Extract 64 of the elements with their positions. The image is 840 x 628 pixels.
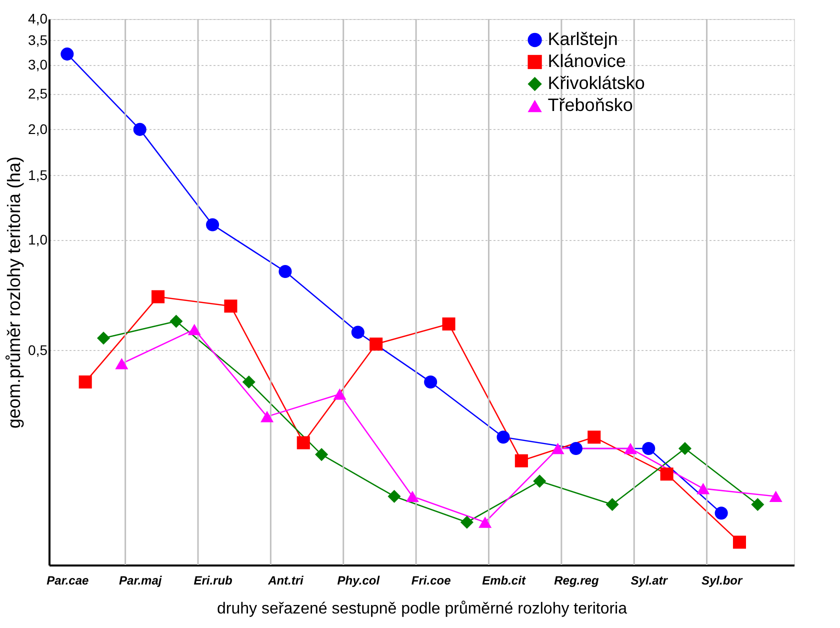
- x-tick-label: Phy.col: [337, 574, 380, 588]
- point: [242, 375, 256, 388]
- point: [514, 454, 528, 468]
- point: [442, 317, 456, 330]
- point: [296, 436, 310, 450]
- y-tick-label: 1,0: [28, 231, 48, 248]
- point: [351, 326, 364, 339]
- y-tick-label: 4,0: [28, 10, 48, 26]
- x-tick-label: Emb.cit: [482, 574, 526, 588]
- point: [388, 490, 401, 503]
- x-tick-label: Fri.coe: [411, 574, 452, 588]
- point: [460, 516, 474, 529]
- y-tick-label: 2,0: [28, 120, 48, 137]
- x-tick-label: Syl.atr: [630, 574, 669, 588]
- point: [370, 338, 383, 351]
- x-tick-label: Reg.reg: [554, 574, 600, 588]
- y-tick-label: 3,5: [28, 32, 48, 48]
- point: [478, 516, 492, 528]
- point: [133, 122, 146, 136]
- point: [78, 375, 92, 388]
- point: [533, 474, 546, 488]
- point: [732, 536, 746, 549]
- y-tick-label: 0,5: [28, 342, 48, 358]
- point: [60, 48, 74, 61]
- point: [588, 430, 601, 444]
- point: [315, 448, 328, 462]
- x-axis-title: druhy seřazené sestupně podle průměrné rozlohy teritoria: [216, 600, 628, 618]
- point: [278, 265, 292, 278]
- legend-label: Karlštejn: [548, 29, 618, 49]
- point: [224, 300, 238, 313]
- point: [696, 482, 710, 494]
- point: [424, 375, 438, 388]
- x-tick-label: Par.cae: [46, 574, 90, 588]
- point: [769, 490, 782, 502]
- point: [333, 388, 346, 400]
- point: [188, 324, 201, 336]
- legend-label: Třeboňsko: [548, 95, 633, 115]
- x-tick-label: Eri.rub: [194, 574, 232, 588]
- y-tick-label: 3,0: [28, 56, 48, 72]
- x-tick-label: Par.maj: [119, 574, 162, 588]
- legend-label: Klánovice: [548, 51, 626, 71]
- point: [642, 442, 656, 456]
- y-tick-label: 2,5: [28, 85, 48, 102]
- point: [751, 498, 764, 512]
- point: [678, 442, 692, 456]
- point: [714, 506, 728, 520]
- y-tick-label: 1,5: [28, 166, 48, 183]
- legend-label: Křivoklátsko: [548, 73, 645, 93]
- y-axis-title: geom.průměr rozlohy teritoria (ha): [4, 156, 24, 429]
- point: [569, 442, 582, 456]
- point: [660, 468, 674, 481]
- x-tick-label: Syl.bor: [701, 574, 744, 588]
- point: [606, 498, 619, 512]
- point: [624, 442, 637, 454]
- point: [115, 358, 128, 370]
- point: [170, 314, 183, 328]
- point: [260, 410, 274, 422]
- x-tick-label: Ant.tri: [267, 574, 304, 588]
- point: [96, 332, 110, 345]
- point: [406, 490, 419, 502]
- point: [152, 290, 165, 304]
- point: [496, 430, 510, 444]
- point: [206, 218, 220, 232]
- point: [551, 442, 564, 454]
